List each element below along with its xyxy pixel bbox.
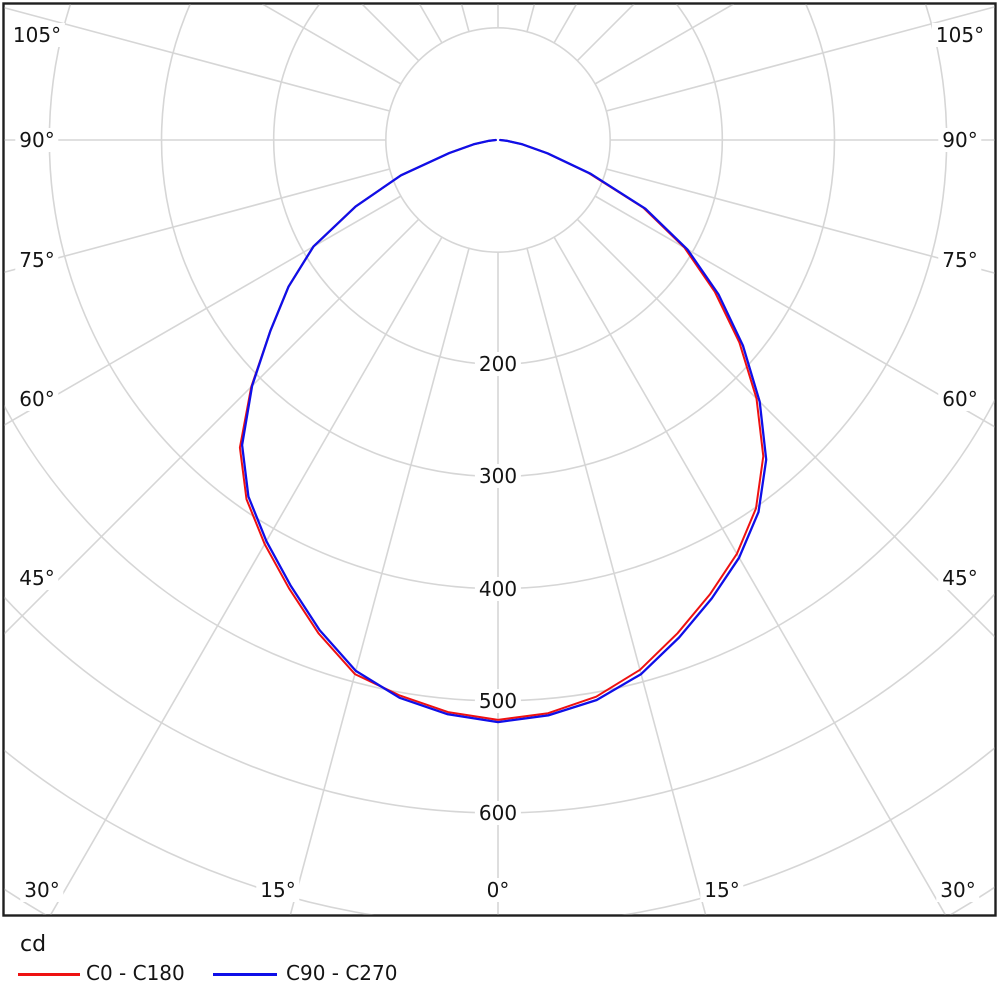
series-label-c0-c180: C0 - C180 xyxy=(86,961,185,985)
series-line-sample-c0-c180 xyxy=(18,973,80,976)
grid-radial-285 xyxy=(4,168,391,274)
grid-radial-330 xyxy=(49,236,443,915)
grid-radial-315 xyxy=(4,218,420,635)
grid-radial-255 xyxy=(4,6,391,112)
grid-radial-75 xyxy=(605,168,995,274)
grid-radial-345 xyxy=(289,247,470,915)
series-line-sample-c90-c270 xyxy=(213,973,277,976)
grid-radial-60 xyxy=(594,195,995,428)
series-label-c90-c270: C90 - C270 xyxy=(286,961,398,985)
curve-c90-c270 xyxy=(240,138,768,724)
plot-frame xyxy=(2,2,997,917)
intensity-curves xyxy=(238,138,768,724)
grid-radial-300 xyxy=(4,195,402,426)
grid-radial-30 xyxy=(553,236,947,915)
grid-radial-15 xyxy=(526,247,707,915)
unit-label: cd xyxy=(20,932,47,957)
grid-radial-105 xyxy=(605,6,995,112)
grid-radial-45 xyxy=(576,218,995,638)
